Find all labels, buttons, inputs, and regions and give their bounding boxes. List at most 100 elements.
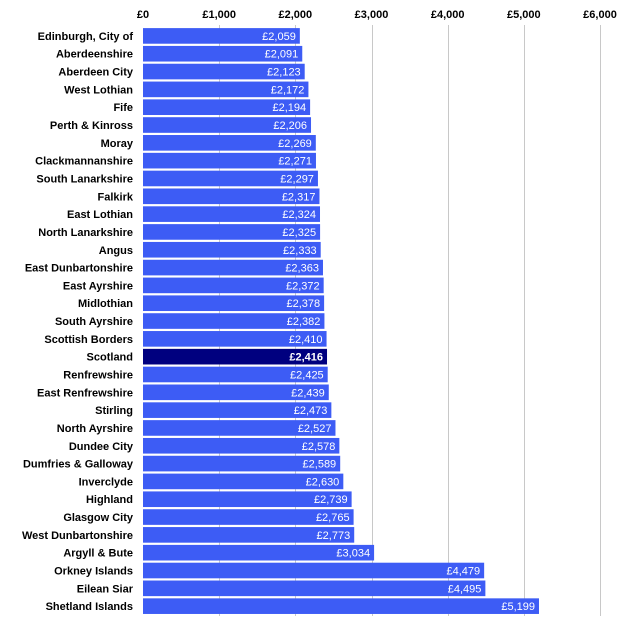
bar-edinburgh-city-of: [143, 28, 300, 44]
category-label: Scotland: [87, 352, 133, 364]
bar-renfrewshire: [143, 366, 328, 383]
bar-dundee-city: [143, 437, 340, 454]
value-label: £2,271: [278, 156, 312, 168]
category-label: Edinburgh, City of: [38, 31, 134, 43]
value-label: £2,333: [283, 245, 317, 257]
bar-scotland: [143, 348, 328, 365]
value-label: £2,578: [302, 441, 336, 453]
category-label: Renfrewshire: [63, 369, 133, 381]
category-label: Angus: [99, 245, 133, 257]
axis-ticks: £0 £1,000 £2,000 £3,000 £4,000 £5,000 £6,000: [137, 9, 617, 21]
category-labels: Edinburgh, City of Aberdeenshire Aberdeen …: [22, 31, 134, 613]
bar-angus: [143, 241, 321, 258]
value-label: £2,473: [294, 405, 328, 417]
value-label: £2,425: [290, 369, 324, 381]
x-tick-label: £6,000: [583, 9, 617, 21]
x-tick-label: £2,000: [279, 9, 313, 21]
category-label: Eilean Siar: [77, 583, 134, 595]
category-label: Shetland Islands: [46, 601, 133, 613]
value-label: £2,773: [317, 530, 351, 542]
value-label: £2,172: [271, 84, 305, 96]
bar-south-ayrshire: [143, 313, 325, 329]
x-tick-label: £0: [137, 9, 149, 21]
value-label: £2,739: [314, 494, 348, 506]
bars: [143, 28, 539, 614]
bar-aberdeenshire: [143, 45, 303, 62]
category-label: Dumfries & Galloway: [23, 459, 134, 471]
category-label: South Ayrshire: [55, 316, 133, 328]
bar-inverclyde: [143, 473, 344, 490]
bar-perth-and-kinross: [143, 117, 312, 133]
category-label: West Dunbartonshire: [22, 530, 133, 542]
category-label: Aberdeen City: [58, 67, 133, 79]
category-label: Perth & Kinross: [50, 120, 133, 132]
category-label: East Lothian: [67, 209, 133, 221]
category-label: East Dunbartonshire: [25, 263, 133, 275]
value-label: £2,091: [265, 49, 299, 61]
value-label: £2,630: [306, 476, 340, 488]
category-label: North Ayrshire: [57, 423, 133, 435]
value-label: £2,324: [282, 209, 316, 221]
bar-north-ayrshire: [143, 420, 336, 436]
category-label: East Ayrshire: [63, 280, 133, 292]
bar-north-lanarkshire: [143, 224, 321, 240]
bar-dumfries-and-galloway: [143, 455, 341, 472]
bar-west-lothian: [143, 81, 309, 98]
bar-aberdeen-city: [143, 63, 305, 80]
x-tick-label: £4,000: [431, 9, 465, 21]
category-label: Fife: [113, 102, 133, 114]
category-label: Highland: [86, 494, 133, 506]
value-label: £2,363: [285, 263, 319, 275]
value-label: £2,206: [273, 120, 307, 132]
bar-east-dunbartonshire: [143, 259, 323, 276]
value-label: £2,527: [298, 423, 332, 435]
value-label: £2,123: [267, 67, 301, 79]
value-label: £2,372: [286, 280, 320, 292]
bar-glasgow-city: [143, 509, 354, 525]
value-label: £3,034: [336, 548, 370, 560]
bar-falkirk: [143, 188, 320, 205]
category-label: North Lanarkshire: [38, 227, 133, 239]
value-label: £4,479: [446, 566, 480, 578]
x-tick-label: £1,000: [202, 9, 236, 21]
category-label: Dundee City: [69, 441, 134, 453]
value-labels: £2,059 £2,091 £2,123 £2,172 £2,194 £2,206 £2,2…: [262, 31, 535, 613]
value-label: £2,410: [289, 334, 323, 346]
bar-east-ayrshire: [143, 277, 324, 294]
category-label: Inverclyde: [79, 476, 133, 488]
bar-midlothian: [143, 295, 325, 312]
category-label: Argyll & Bute: [63, 548, 133, 560]
category-label: Clackmannanshire: [35, 156, 133, 168]
x-tick-label: £5,000: [507, 9, 541, 21]
bar-moray: [143, 135, 316, 151]
category-label: Aberdeenshire: [56, 49, 133, 61]
bar-scottish-borders: [143, 331, 327, 347]
value-label: £2,194: [272, 102, 306, 114]
bar-clackmannanshire: [143, 152, 316, 169]
bar-highland: [143, 491, 352, 508]
bar-fife: [143, 99, 311, 115]
bar-eilean-siar: [143, 580, 486, 597]
bar-south-lanarkshire: [143, 170, 318, 187]
bar-shetland-islands: [143, 598, 539, 614]
value-label: £2,325: [282, 227, 316, 239]
bar-west-dunbartonshire: [143, 527, 355, 543]
category-label: Orkney Islands: [54, 566, 133, 578]
bar-argyll-and-bute: [143, 544, 375, 561]
bar-orkney-islands: [143, 562, 485, 579]
bar-stirling: [143, 402, 332, 418]
category-label: Moray: [101, 138, 134, 150]
category-label: Stirling: [95, 405, 133, 417]
category-label: Falkirk: [98, 191, 134, 203]
category-label: East Renfrewshire: [37, 387, 133, 399]
value-label: £2,269: [278, 138, 312, 150]
category-label: South Lanarkshire: [36, 173, 133, 185]
bar-east-lothian: [143, 206, 321, 222]
value-label: £2,382: [287, 316, 321, 328]
value-label: £5,199: [501, 601, 535, 613]
category-label: West Lothian: [64, 84, 133, 96]
x-tick-label: £3,000: [355, 9, 389, 21]
value-label: £2,416: [289, 352, 323, 364]
value-label: £2,317: [282, 191, 316, 203]
